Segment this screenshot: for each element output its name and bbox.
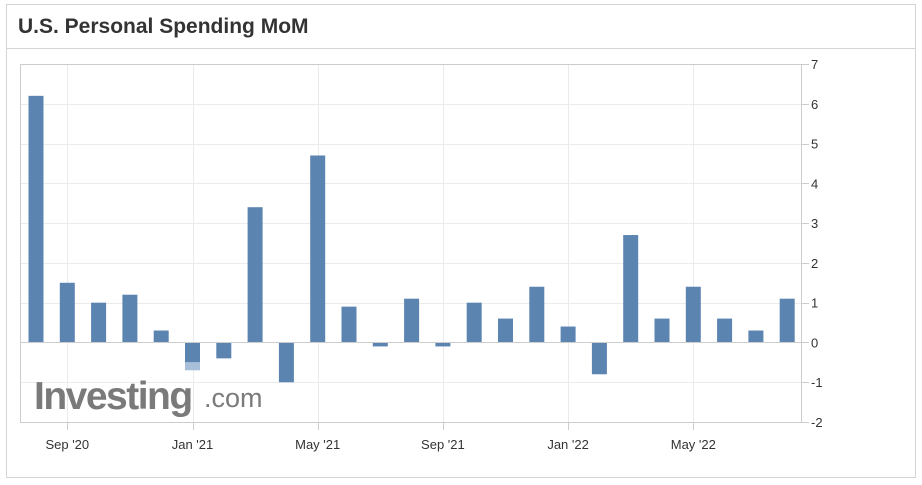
y-tick-label: 4 [811,176,818,191]
watermark-brand: Investing [34,375,192,418]
x-tick-label: Jan '21 [172,437,214,452]
plot-area [20,64,801,422]
y-tick-label: 6 [811,97,818,112]
bar[interactable] [498,318,513,343]
y-tick-label: -1 [811,375,823,390]
bars [28,95,795,383]
title-bar: U.S. Personal Spending MoM [7,5,915,49]
bar[interactable] [529,286,545,343]
bar[interactable] [779,298,795,343]
y-tick-label: 2 [811,256,818,271]
bar[interactable] [216,342,232,359]
investing-logo-watermark: Investing .com [34,375,263,418]
bar[interactable] [748,330,764,343]
bar[interactable] [278,342,294,383]
y-tick-label: 1 [811,296,818,311]
axes [20,64,809,430]
y-tick-label: -2 [811,415,823,430]
bar[interactable] [153,330,169,343]
bar[interactable] [435,342,451,347]
bar[interactable] [122,294,138,343]
bar[interactable] [28,95,44,343]
bar[interactable] [91,302,107,343]
x-tick-label: Sep '21 [421,437,465,452]
y-tick-label: 7 [811,57,818,72]
bar[interactable] [623,235,639,343]
y-tick-labels: 7 6 5 4 3 2 1 0 -1 -2 [811,57,823,430]
x-tick-label: Sep '20 [45,437,89,452]
bar[interactable] [654,318,670,343]
y-tick-label: 0 [811,335,818,350]
bar[interactable] [404,298,420,343]
y-tick-label: 3 [811,216,818,231]
x-tick-label: May '22 [671,437,716,452]
bar[interactable] [560,326,576,343]
bar-forecast-extension [185,362,200,371]
bar[interactable] [310,155,326,343]
x-tick-label: Jan '22 [547,437,589,452]
y-tick-label: 5 [811,137,818,152]
watermark-suffix: .com [204,383,263,413]
bar[interactable] [247,207,263,343]
bar[interactable] [466,302,482,343]
bar[interactable] [59,282,75,343]
bar[interactable] [341,306,357,343]
bar[interactable] [685,286,701,343]
bar[interactable] [372,342,388,347]
x-tick-labels: Sep '20 Jan '21 May '21 Sep '21 Jan '22 May '… [45,437,715,452]
bar[interactable] [717,318,733,343]
bar[interactable] [591,342,607,375]
bar[interactable] [185,342,200,363]
chart-title: U.S. Personal Spending MoM [18,14,309,38]
x-tick-label: May '21 [295,437,340,452]
